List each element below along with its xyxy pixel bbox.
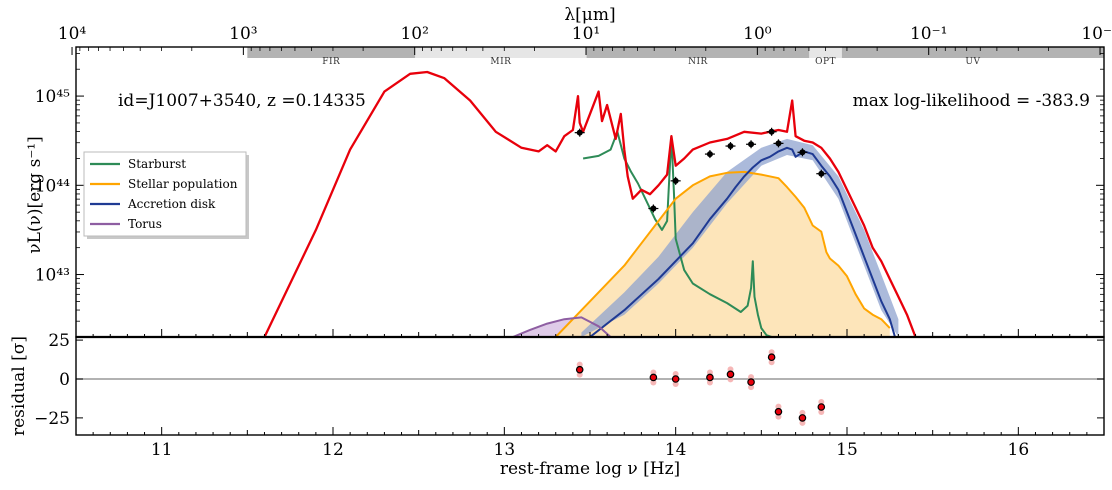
legend-label-stellar-population: Stellar population [128, 177, 238, 191]
chart-marks: FIR MIR NIR OPT UV 11 12 13 14 15 16 10⁴³ 10⁴⁴ 10⁴⁵ 25… [34, 24, 1112, 460]
residual-point-9 [817, 403, 826, 411]
residual-point-8 [798, 414, 807, 422]
top-tick-label: 10¹ [572, 24, 600, 44]
residual-sample-b-7 [775, 413, 782, 420]
residual-sample-b-4 [727, 376, 734, 383]
band-opt [809, 47, 842, 58]
residual-point-1 [649, 373, 658, 382]
band-nir [586, 47, 810, 58]
residual-tick-label: −25 [34, 409, 70, 429]
top-axis-label: λ[μm] [564, 5, 615, 25]
residual-point-2 [671, 375, 680, 383]
legend-box [83, 151, 247, 237]
residual-sample-a-9 [818, 399, 825, 405]
residual-panel [76, 349, 1104, 426]
residual-tick-label: 25 [48, 331, 70, 351]
likelihood-annotation: max log-likelihood = -383.9 [853, 91, 1090, 111]
x-tick-label: 15 [836, 440, 858, 460]
observation-point-0 [576, 129, 583, 136]
y-tick-label: 10⁴⁵ [35, 87, 70, 107]
legend-label-starburst: Starburst [128, 157, 186, 171]
band-mir [415, 47, 587, 58]
band-label-uv: UV [965, 57, 980, 67]
x-tick-label: 16 [1008, 440, 1030, 460]
residual-sample-a-5 [748, 374, 755, 381]
residual-point-4 [726, 370, 735, 379]
residual-sample-a-8 [799, 409, 806, 416]
residual-sample-a-3 [706, 369, 713, 376]
residual-sample-b-8 [799, 419, 806, 426]
residual-sample-b-2 [672, 381, 679, 387]
top-tick-label: 10³ [229, 24, 257, 44]
observation-point-1 [650, 205, 657, 212]
residual-sample-a-4 [727, 366, 734, 373]
series-accretion-disk [589, 146, 896, 337]
series-total [263, 70, 917, 337]
top-tick-label: 10⁻¹ [910, 24, 947, 44]
residual-axis-label: residual [σ] [9, 336, 29, 436]
band-label-opt: OPT [815, 57, 836, 67]
observation-point-5 [748, 141, 755, 148]
residual-sample-a-2 [672, 371, 679, 377]
residual-sample-b-3 [706, 379, 713, 386]
residual-tick-label: 0 [59, 370, 70, 390]
x-tick-label: 11 [151, 440, 173, 460]
band-uv [841, 47, 1104, 58]
legend-label-accretion-disk: Accretion disk [127, 197, 216, 211]
series-torus [512, 316, 612, 337]
x-axis-label: rest-frame log ν [Hz] [500, 459, 680, 479]
y-tick-label: 10⁴⁴ [35, 176, 70, 196]
residual-sample-b-9 [818, 409, 825, 415]
residual-sample-b-5 [748, 384, 755, 391]
residual-point-6 [767, 353, 776, 362]
residual-point-5 [747, 378, 755, 386]
top-tick-label: 10² [400, 24, 428, 44]
observation-point-3 [706, 151, 713, 158]
top-tick-label: 10⁻² [1081, 24, 1112, 44]
x-tick-label: 14 [665, 440, 687, 460]
band-label-fir: FIR [322, 57, 340, 67]
residual-sample-b-1 [650, 379, 657, 386]
residual-point-0 [575, 365, 584, 374]
observation-point-2 [672, 177, 679, 184]
residual-point-3 [706, 373, 714, 382]
residual-sample-a-1 [650, 369, 657, 376]
y-axis-label: νL(ν)[erg s⁻¹] [25, 136, 45, 253]
series-stellar-population [554, 170, 891, 337]
legend-label-torus: Torus [128, 217, 162, 231]
residual-sample-b-6 [768, 359, 775, 366]
x-tick-label: 13 [494, 440, 516, 460]
residual-sample-a-7 [775, 403, 782, 410]
observation-point-4 [727, 143, 734, 150]
band-label-mir: MIR [490, 57, 511, 67]
observation-point-9 [818, 170, 825, 177]
residual-point-7 [774, 407, 783, 416]
x-tick-label: 12 [322, 440, 344, 460]
observation-point-6 [768, 128, 775, 135]
observation-point-7 [775, 140, 782, 147]
residual-sample-a-6 [768, 349, 775, 356]
band-label-nir: NIR [688, 57, 708, 67]
residual-sample-a-0 [576, 361, 583, 368]
top-tick-label: 10⁴ [58, 24, 87, 44]
y-tick-label: 10⁴³ [35, 266, 70, 286]
main-panel [263, 70, 917, 337]
object-id-annotation: id=J1007+3540, z =0.14335 [118, 91, 366, 111]
residual-sample-b-0 [576, 371, 583, 378]
accretion-band [581, 138, 899, 337]
top-tick-label: 10⁰ [743, 24, 772, 44]
observation-point-8 [799, 149, 806, 156]
band-fir [247, 47, 416, 58]
